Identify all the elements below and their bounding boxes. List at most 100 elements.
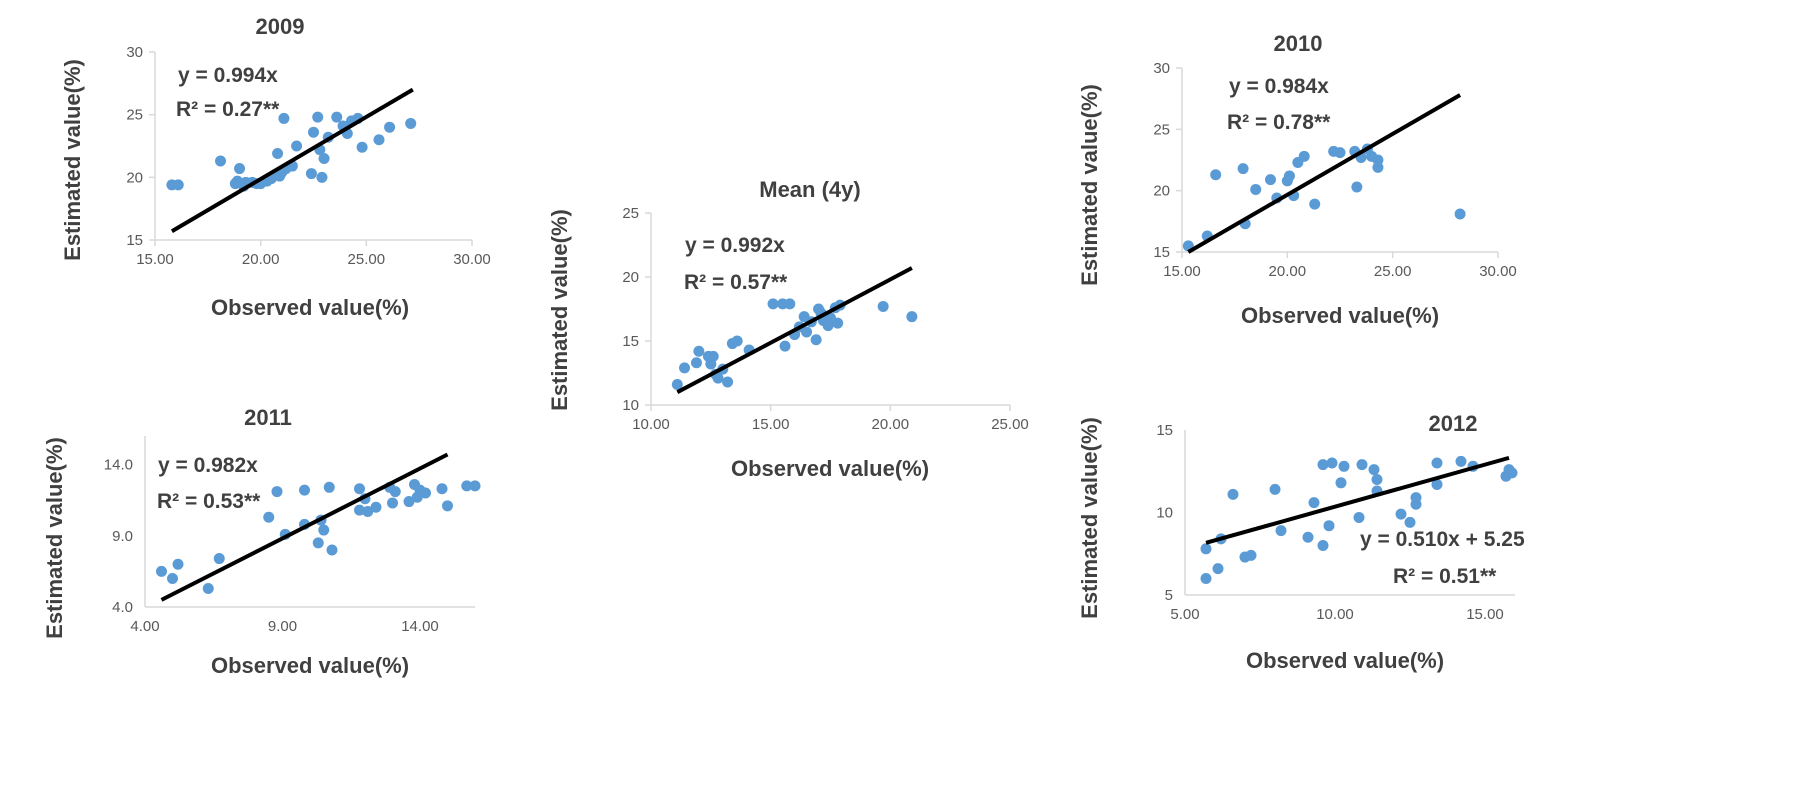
data-point — [323, 481, 335, 493]
data-point — [172, 558, 184, 570]
y-tick-label: 20 — [622, 269, 639, 286]
data-point — [461, 480, 473, 492]
data-point — [679, 362, 691, 374]
r-squared-label: R² = 0.27** — [176, 98, 280, 121]
x-tick-label: 15.00 — [136, 251, 174, 268]
data-point — [1283, 170, 1295, 182]
data-point — [784, 298, 796, 310]
x-axis-title: Observed value(%) — [211, 653, 409, 678]
data-point — [326, 544, 338, 556]
x-tick-label: 15.00 — [1466, 606, 1504, 623]
data-point — [1308, 497, 1320, 509]
trendline-equation: y = 0.982x — [158, 454, 258, 477]
data-point — [271, 486, 283, 498]
x-tick-label: 30.00 — [453, 251, 491, 268]
data-point — [707, 350, 719, 362]
data-point — [469, 480, 481, 492]
data-point — [693, 345, 705, 357]
data-point — [215, 155, 227, 167]
data-point — [331, 111, 343, 123]
data-point — [305, 168, 317, 180]
chart-svg-2012: 2012 5.00 10.00 15.00 5 10 15 y = 0.510x + 5.… — [1077, 411, 1525, 673]
chart-title: Mean (4y) — [759, 177, 860, 202]
data-point — [779, 340, 791, 352]
data-point — [299, 484, 310, 496]
trendline-equation: y = 0.992x — [685, 234, 785, 257]
data-point — [234, 163, 246, 175]
y-tick-label: 25 — [622, 205, 639, 222]
data-point — [1264, 174, 1276, 186]
data-point — [1506, 467, 1518, 479]
trendline — [676, 266, 913, 394]
y-tick-label: 15 — [126, 232, 143, 249]
trendline — [1187, 93, 1462, 254]
y-tick-label: 20 — [1153, 183, 1170, 200]
data-point — [832, 317, 844, 329]
data-point — [1250, 183, 1262, 195]
data-point — [318, 524, 330, 536]
y-axis-title: Estimated value(%) — [1077, 417, 1102, 619]
data-point — [1335, 477, 1347, 489]
x-tick-label: 9.00 — [268, 618, 297, 635]
data-point — [1302, 531, 1314, 543]
data-point — [1323, 520, 1335, 532]
data-point — [1317, 540, 1329, 551]
y-axis-title: Estimated value(%) — [1077, 84, 1102, 286]
y-tick-label: 14.0 — [104, 457, 133, 474]
data-point — [671, 379, 683, 391]
data-point — [877, 300, 889, 312]
x-tick-label: 20.00 — [872, 416, 910, 433]
x-tick-label: 14.00 — [401, 618, 439, 635]
x-tick-label: 5.00 — [1170, 606, 1199, 623]
data-point — [1200, 543, 1212, 555]
x-tick-label: 20.00 — [1269, 263, 1307, 280]
data-point — [436, 483, 448, 495]
r-squared-label: R² = 0.51** — [1393, 565, 1497, 588]
chart-svg-2010: 2010 15.00 20.00 25.00 30.00 15 20 25 30 y = 0.… — [1077, 31, 1517, 328]
y-tick-label: 25 — [126, 107, 143, 124]
trendline-equation: y = 0.994x — [178, 64, 278, 87]
chart-title: 2010 — [1274, 31, 1323, 56]
data-point — [1338, 460, 1350, 472]
data-point — [1275, 525, 1287, 537]
data-point — [1368, 464, 1380, 476]
y-axis-title: Estimated value(%) — [42, 437, 67, 639]
trendline-equation: y = 0.984x — [1229, 75, 1329, 98]
x-tick-label: 15.00 — [752, 416, 790, 433]
data-point — [690, 357, 702, 369]
data-point — [1317, 459, 1329, 471]
trendline-equation: y = 0.510x + 5.25 — [1360, 528, 1525, 551]
r-squared-label: R² = 0.78** — [1227, 111, 1331, 134]
data-point — [1454, 208, 1466, 220]
data-point — [1371, 474, 1383, 485]
data-point — [801, 326, 813, 338]
data-point — [1356, 459, 1368, 471]
data-point — [1372, 154, 1384, 166]
y-axis-title: Estimated value(%) — [547, 209, 572, 411]
data-point — [373, 134, 385, 146]
x-axis-title: Observed value(%) — [731, 456, 929, 481]
x-tick-label: 4.00 — [130, 618, 159, 635]
x-tick-label: 25.00 — [1374, 263, 1412, 280]
chart-panel-mean-4y: Mean (4y) 10.00 15.00 20.00 25.00 10 15 20 25 y… — [545, 165, 1065, 495]
data-point — [172, 179, 184, 191]
data-point — [387, 497, 398, 509]
data-point — [1431, 478, 1443, 490]
x-tick-label: 25.00 — [991, 416, 1029, 433]
data-point — [316, 171, 328, 183]
data-point — [1200, 573, 1212, 584]
x-axis-title: Observed value(%) — [211, 295, 409, 320]
data-point — [1245, 549, 1257, 561]
x-axis-title: Observed value(%) — [1241, 303, 1439, 328]
chart-panel-2010: 2010 15.00 20.00 25.00 30.00 15 20 25 30 y = 0.… — [1075, 25, 1545, 345]
data-point — [1351, 181, 1363, 193]
chart-panel-2009: 2009 15.00 20.00 25.00 30.00 15 20 25 30 y = 0.… — [60, 10, 580, 340]
y-tick-label: 5 — [1165, 587, 1173, 604]
data-point — [1404, 516, 1416, 528]
x-axis-title: Observed value(%) — [1246, 648, 1444, 673]
x-tick-label: 15.00 — [1163, 263, 1201, 280]
data-point — [384, 121, 396, 133]
r-squared-label: R² = 0.57** — [684, 271, 788, 294]
data-point — [312, 537, 324, 549]
y-tick-label: 10 — [622, 397, 639, 414]
